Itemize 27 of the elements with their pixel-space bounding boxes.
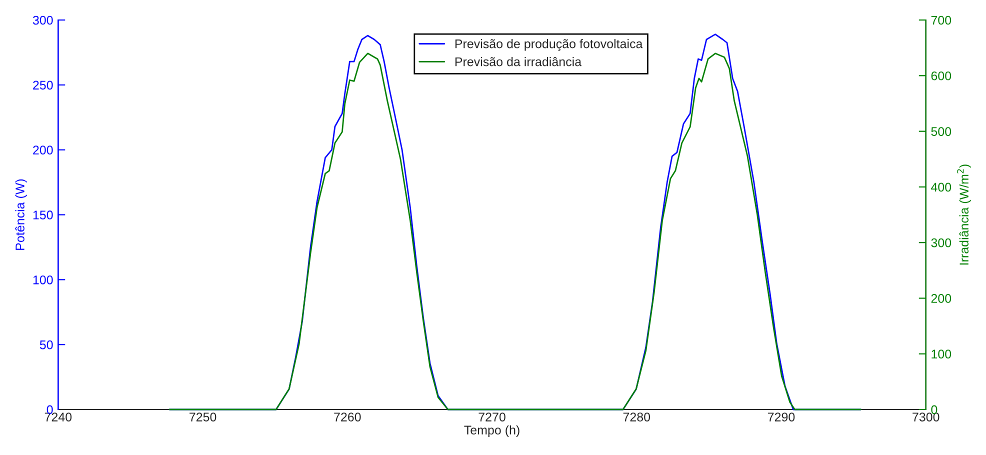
y2-tick-label: 600	[931, 71, 952, 80]
y-tick-label: 50	[40, 340, 53, 350]
y2-axis-title: Irradiância (W/m$^{2}$)	[957, 164, 971, 265]
x-axis-title: Tempo (h)	[464, 425, 520, 437]
y-tick-label: 100	[33, 275, 53, 284]
y-tick-label: 250	[33, 80, 53, 90]
y2-tick-label: 400	[931, 182, 952, 192]
y2-tick-label: 200	[931, 294, 952, 303]
y2-tick-label: 100	[932, 350, 952, 359]
y-tick-label: 300	[32, 16, 53, 25]
y2-tick-label: 500	[931, 127, 952, 136]
y-tick-label: 150	[33, 210, 53, 220]
x-tick-label: 7260	[334, 412, 361, 422]
x-tick-label: 7280	[623, 412, 650, 422]
y-tick-label: 0	[46, 405, 53, 414]
y-tick-label: 200	[33, 146, 53, 154]
x-tick-label: 7250	[190, 412, 216, 422]
y-axis-title: Potência (W)	[15, 179, 27, 250]
legend-label: Previsão de produção fotovoltaica	[455, 39, 643, 51]
x-tick-label: 7270	[478, 412, 506, 422]
y2-tick-label: 0	[931, 405, 938, 414]
y2-tick-label: 300	[931, 238, 952, 248]
legend-label: Previsão da irradiância	[455, 56, 582, 66]
x-tick-label: 7300	[912, 412, 940, 422]
x-tick-label: 7240	[44, 412, 72, 422]
y2-tick-label: 700	[931, 16, 952, 25]
x-tick-label: 7290	[768, 412, 795, 422]
